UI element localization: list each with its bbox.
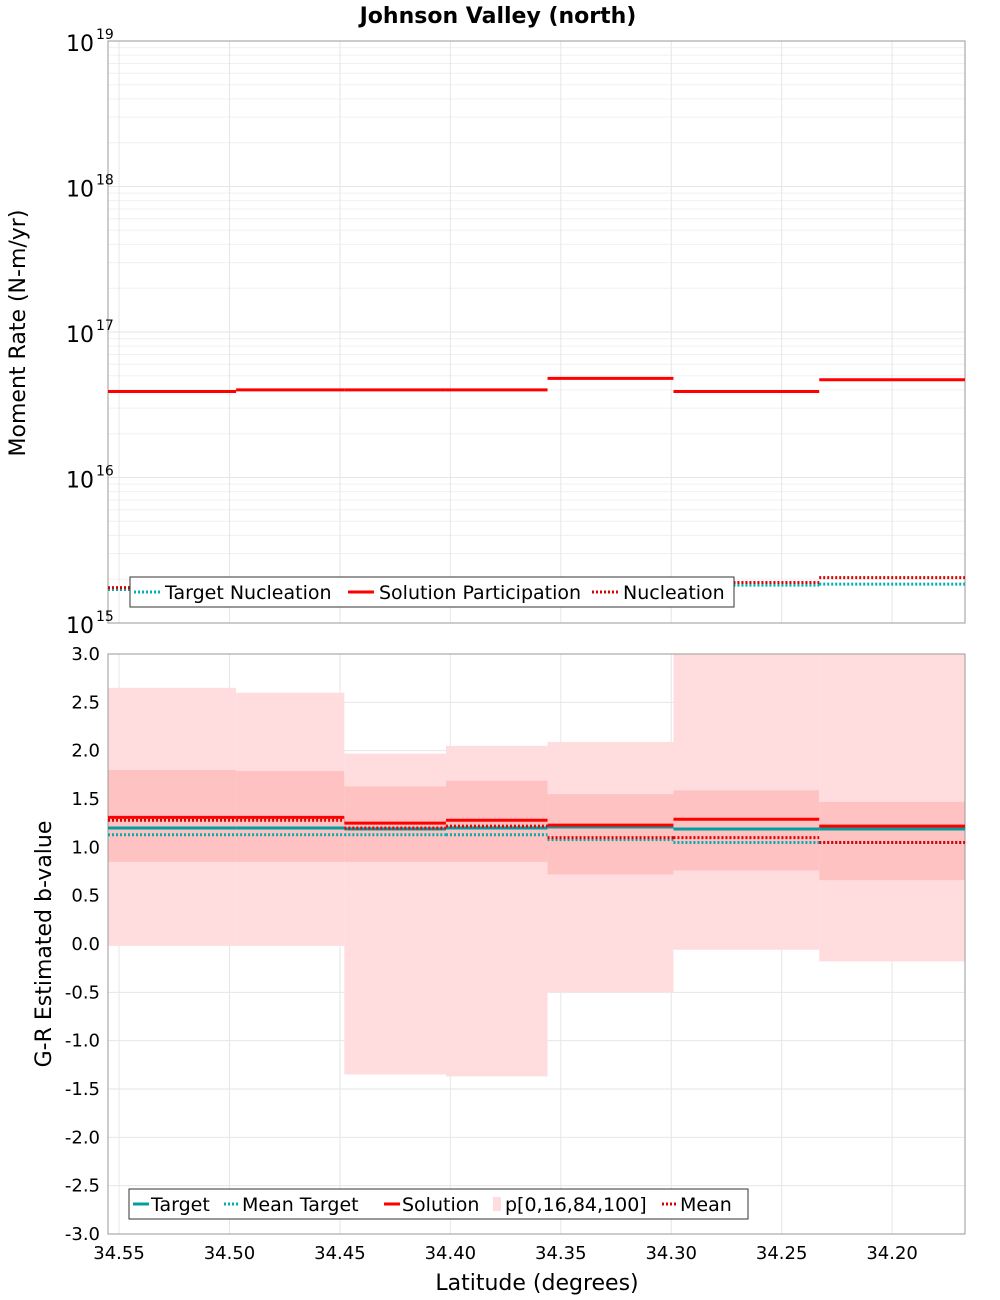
x-tick-label: 34.40 [425,1243,477,1264]
x-tick-label: 34.45 [314,1243,366,1264]
y-tick-label: 10 [66,32,94,57]
band-p16-p84 [547,794,674,875]
y-tick-label: 10 [66,178,94,203]
y-tick-label: 1.0 [71,837,100,858]
y-tick-label: -0.5 [65,982,100,1003]
y-tick-label: 2.0 [71,741,100,762]
y-tick-label: 3.0 [71,644,100,665]
y-tick-label: 10 [66,323,94,348]
y-tick-exponent: 19 [96,27,114,43]
x-tick-label: 34.30 [645,1243,697,1264]
bottom-plot-frame [107,653,966,1235]
b-value-plot: 3.0 2.5 2.0 1.5 1.0 0.5 0.0 -0.5 -1.0 -1.5 -2.0 -2.… [65,644,966,1264]
bottom-legend: Target Mean Target Solution p[0,16,84,100] M… [128,1188,749,1220]
y-tick-exponent: 17 [96,318,114,334]
legend-entry: Solution Participation [379,582,581,604]
top-legend: Target Nucleation Solution Participation N… [129,576,735,608]
y-tick-label: -1.5 [65,1079,100,1100]
y-tick-label: -2.5 [65,1176,100,1197]
y-tick-label: 2.5 [71,692,100,713]
legend-entry: Solution [402,1194,479,1216]
legend-entry: Mean Target [242,1194,359,1216]
y-tick-exponent: 18 [96,173,114,189]
x-tick-label: 34.55 [93,1243,145,1264]
x-axis-label: Latitude (degrees) [435,1271,638,1296]
x-tick-label: 34.20 [866,1243,918,1264]
legend-entry: Target Nucleation [164,582,332,604]
y-tick-label: 0.5 [71,886,100,907]
y-tick-label: 10 [66,614,94,639]
x-tick-label: 34.50 [204,1243,256,1264]
legend-entry: Mean [680,1194,732,1216]
moment-rate-y-axis-label: Moment Rate (N-m/yr) [6,210,31,457]
y-tick-label: -2.0 [65,1127,100,1148]
x-tick-label: 34.25 [756,1243,808,1264]
y-tick-label: 1.5 [71,789,100,810]
y-tick-label: -3.0 [65,1224,100,1245]
y-tick-label: 10 [66,469,94,494]
top-plot-frame [107,40,966,624]
y-tick-exponent: 16 [96,464,114,480]
legend-entry: Target [150,1194,210,1216]
y-tick-label: 0.0 [71,934,100,955]
chart-title: Johnson Valley (north) [358,4,637,29]
x-tick-label: 34.35 [535,1243,587,1264]
y-tick-exponent: 15 [96,609,114,625]
legend-swatch [493,1197,501,1211]
legend-entry: Nucleation [623,582,725,604]
legend-box [129,576,735,608]
legend-entry: p[0,16,84,100] [505,1194,647,1216]
b-value-y-axis-label: G-R Estimated b-value [32,821,57,1068]
y-tick-label: -1.0 [65,1031,100,1052]
